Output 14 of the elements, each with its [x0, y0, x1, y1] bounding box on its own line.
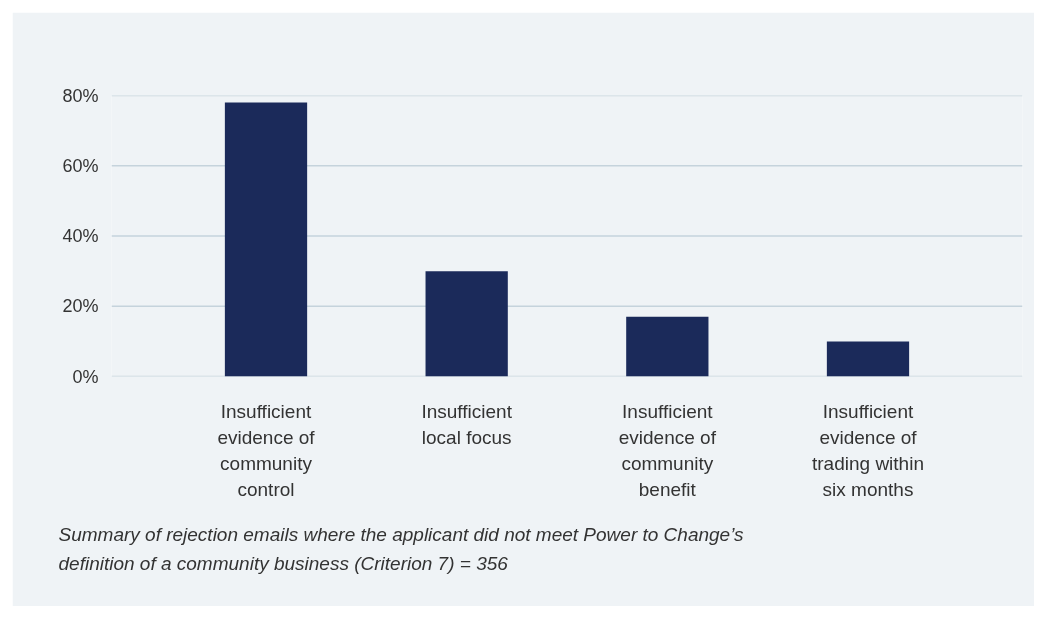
- y-tick-label: 60%: [62, 155, 99, 176]
- x-tick-label: Insufficient local focus: [421, 400, 513, 448]
- x-tick-label: Insufficient evidence of community control: [217, 400, 316, 501]
- y-tick-label: 80%: [62, 85, 99, 106]
- bar: [224, 102, 308, 377]
- x-tick-label: Insufficient evidence of community benefit: [618, 400, 717, 501]
- bar: [425, 271, 508, 377]
- y-tick-label: 0%: [72, 366, 99, 387]
- bar: [826, 341, 910, 377]
- y-tick-label: 20%: [62, 296, 99, 317]
- y-tick-label: 40%: [62, 226, 99, 246]
- bar: [626, 316, 709, 377]
- text: Summary of rejection emails where the applicant did not meet Power to Change’s definition of a community business (Criterion 7) = 356: [58, 524, 745, 575]
- x-tick-label: Insufficient evidence of trading within six months: [812, 400, 924, 501]
